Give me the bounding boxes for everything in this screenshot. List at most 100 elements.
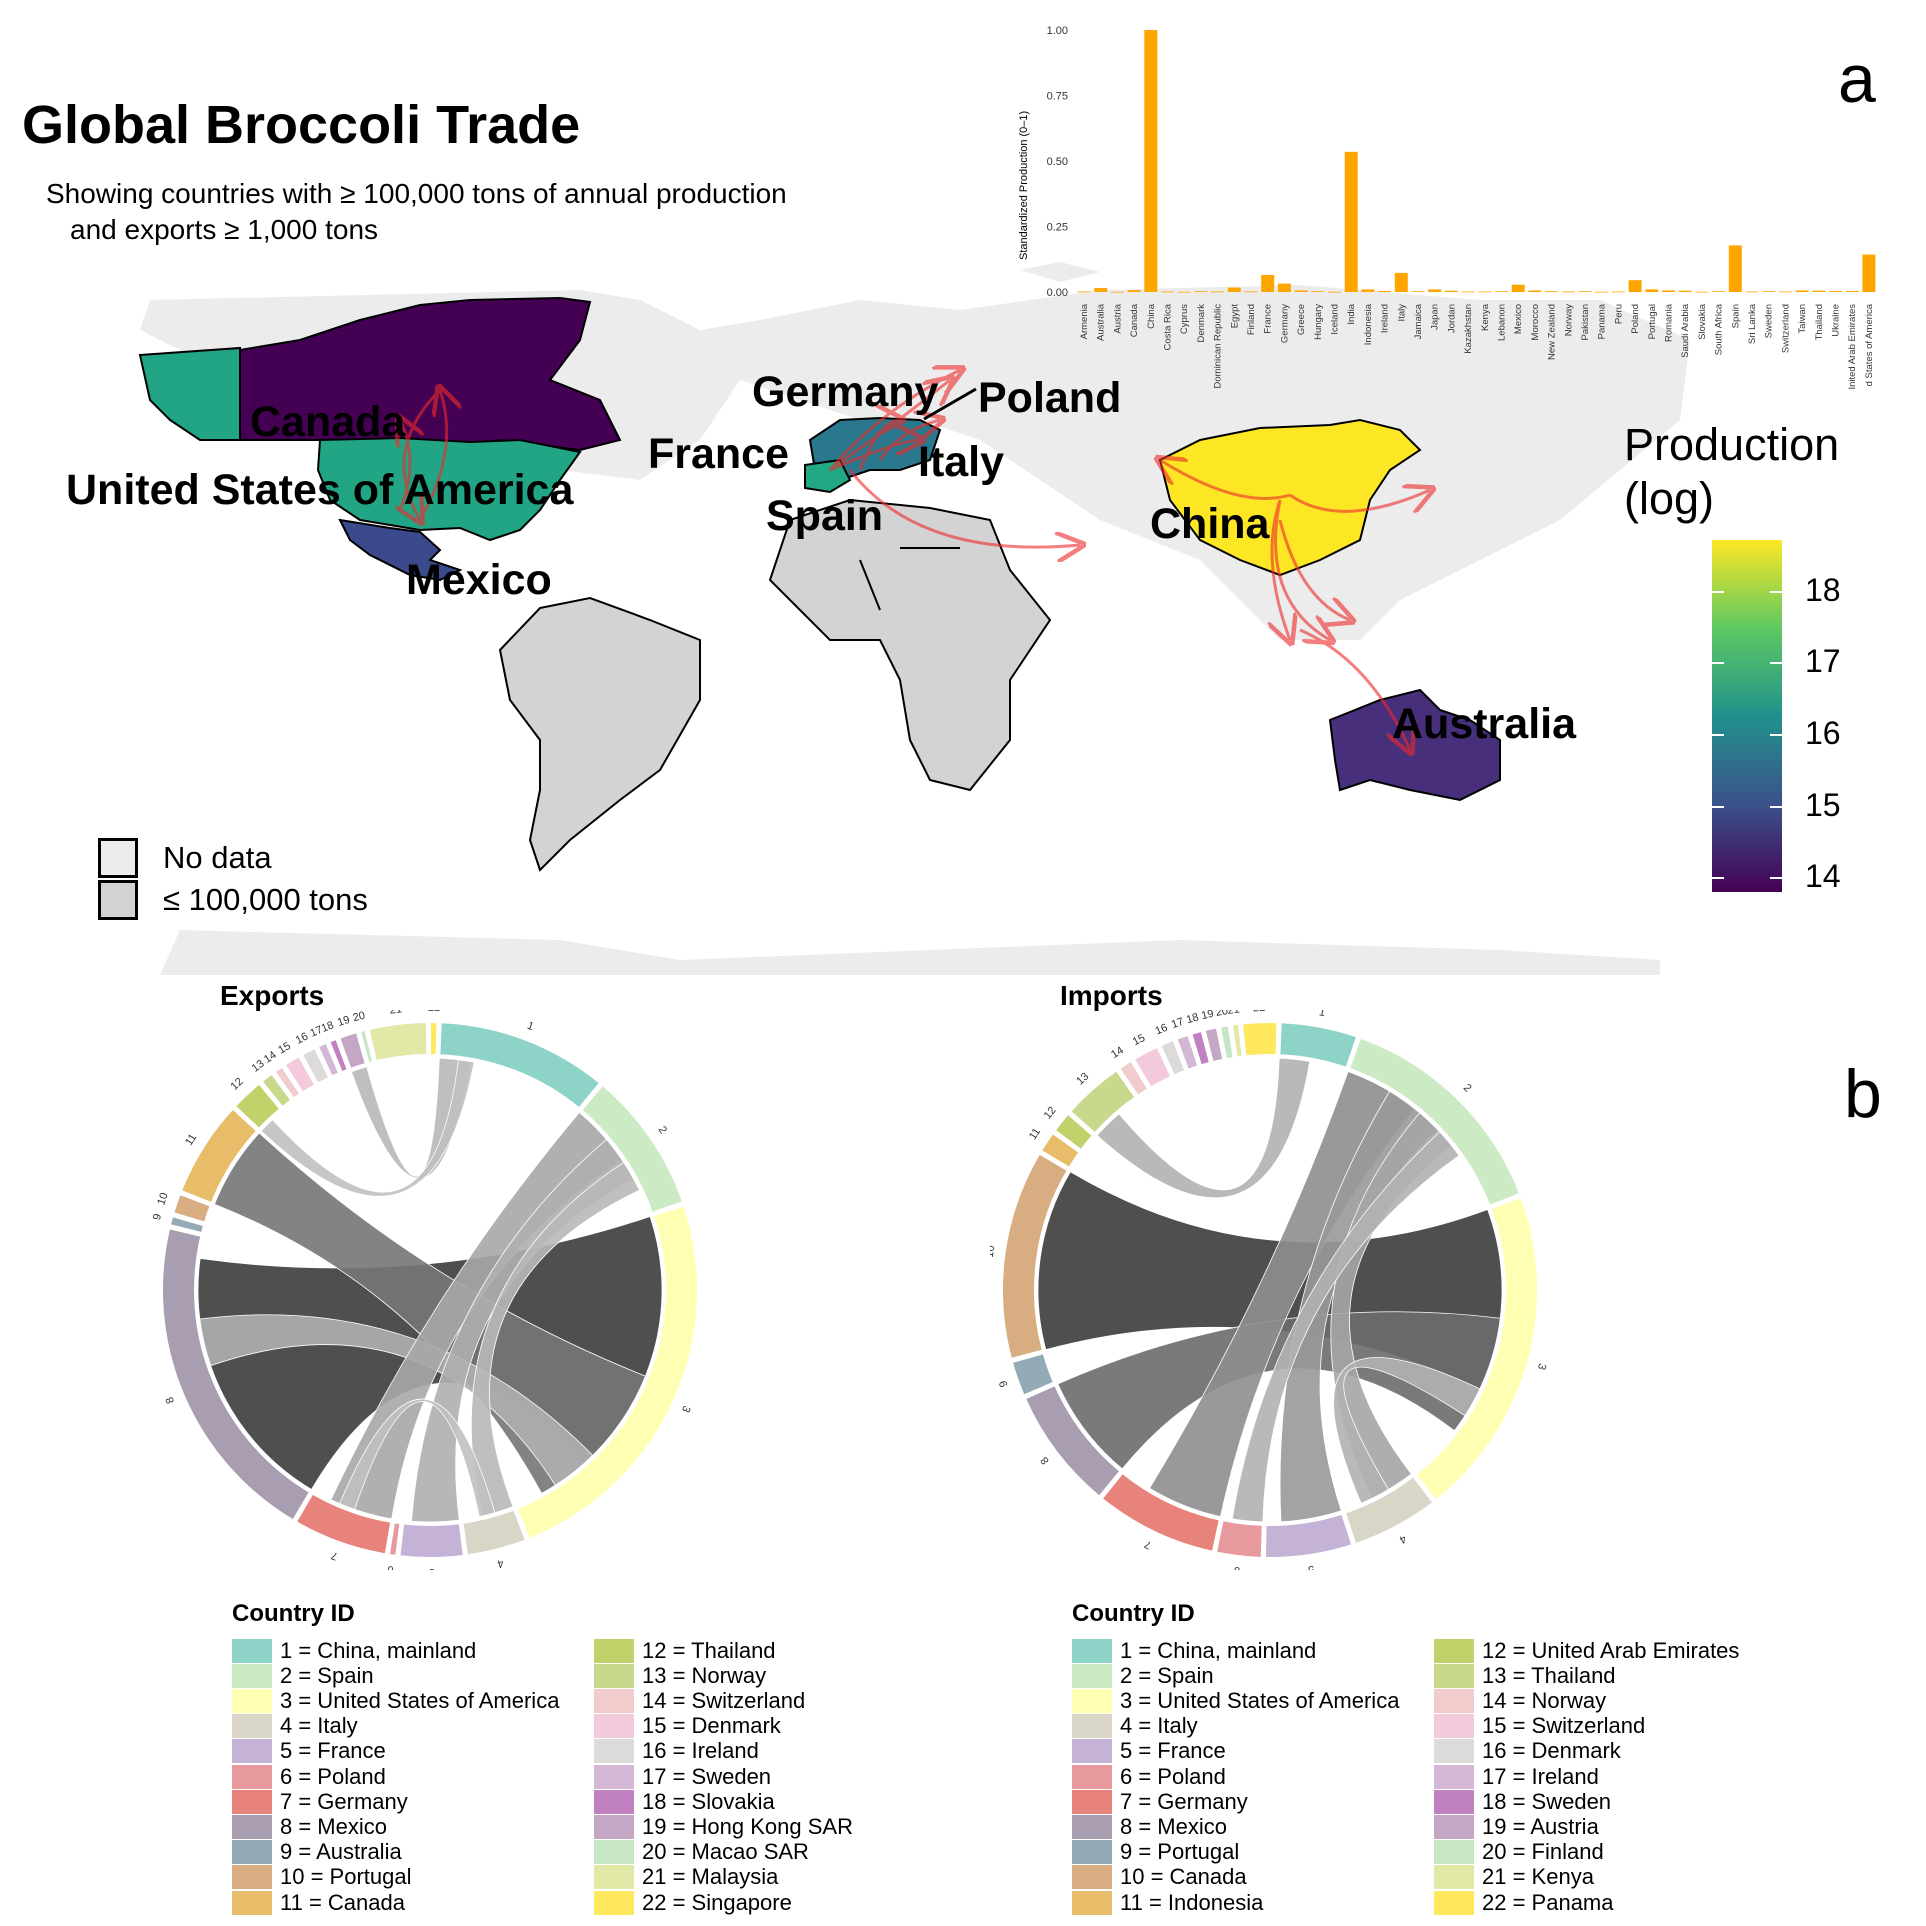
chord-sector-11 [179,1107,259,1205]
bar-chart-x-tick: Switzerland [1780,304,1791,353]
chord-sector-label: 5 [1307,1563,1315,1570]
country-id-item: 14 = Switzerland [594,1688,805,1713]
bar-morocco [1528,290,1542,292]
bar-chart-x-tick: Egypt [1229,304,1240,329]
chord-sector-21 [1230,1022,1244,1059]
country-id-swatch [1434,1840,1474,1865]
country-id-label: 1 = China, mainland [1120,1637,1317,1663]
bar-costa-rica [1161,291,1174,293]
country-id-item: 20 = Finland [1434,1839,1604,1865]
country-id-label: 17 = Sweden [642,1763,772,1789]
country-id-label: 18 = Sweden [1482,1788,1612,1814]
production-legend-title: Production (log) [1624,418,1839,526]
country-id-swatch [232,1764,272,1789]
bar-cyprus [1177,291,1191,293]
chord-sector-label: 17 [1170,1016,1186,1031]
country-id-swatch [1434,1814,1474,1839]
country-id-swatch [1434,1638,1474,1663]
bar-japan [1428,289,1442,292]
bar-finland [1244,291,1258,293]
bar-chart-y-label: Standardized Production (0–1) [1018,111,1030,260]
country-id-swatch [1072,1789,1112,1814]
country-id-swatch [594,1840,634,1865]
chord-sector-8 [161,1227,312,1522]
country-id-item: 18 = Slovakia [594,1789,775,1814]
imports-country-id-title: Country ID [1072,1600,1195,1627]
country-id-item: 13 = Norway [594,1663,766,1688]
bar-chart-x-tick: Canada [1129,303,1140,337]
bar-chart-x-tick: Pakistan [1580,304,1591,340]
chord-sector-label: 1 [1318,1010,1326,1019]
country-id-label: 10 = Portugal [280,1864,412,1890]
bar-indonesia [1361,289,1375,292]
low-production-countries [498,498,1052,872]
country-id-swatch [232,1739,272,1764]
chord-sector-8 [1023,1383,1122,1499]
chord-ribbons [197,1057,663,1523]
country-id-swatch [1072,1840,1112,1865]
map-label-china: China [1150,500,1270,548]
bar-slovakia [1695,291,1709,293]
country-id-item: 8 = Mexico [1072,1814,1227,1839]
country-id-swatch [232,1714,272,1739]
chord-sector-label: 9 [151,1213,164,1222]
country-id-swatch [232,1663,272,1688]
bar-chart-y-tick: 0.50 [1047,156,1068,168]
bar-canada [1127,290,1141,292]
bar-chart-x-tick: Lebanon [1497,304,1508,341]
chord-sector-9 [1010,1351,1056,1397]
chord-sector-label: 1 [525,1020,535,1033]
bar-chart-x-tick: Ireland [1380,304,1391,333]
page-title: Global Broccoli Trade [22,95,581,155]
chord-sector-label: 6 [1233,1564,1240,1570]
country-id-item: 5 = France [1072,1738,1226,1764]
chord-sector-label: 7 [330,1549,340,1562]
bar-chart-x-tick: Saudi Arabia [1680,303,1691,358]
country-id-label: 1 = China, mainland [280,1637,477,1663]
country-id-item: 19 = Hong Kong SAR [594,1814,853,1839]
production-bar-chart: Standardized Production (0–1) 0.00 0.25 0.… [1018,25,1876,390]
bar-chart-x-tick: France [1263,304,1274,334]
chord-sector-label: 22 [1253,1010,1266,1014]
map-label-france: France [648,430,790,478]
no-data-label: No data [163,840,272,875]
bar-new-zealand [1545,291,1559,293]
country-id-item: 1 = China, mainland [1072,1638,1316,1663]
country-id-swatch [594,1688,634,1713]
colorbar-tick-15: 15 [1805,787,1841,823]
chord-sector-label: 4 [496,1557,505,1570]
bar-chart-x-tick: Romania [1664,303,1675,342]
country-id-swatch [594,1663,634,1688]
country-id-item: 10 = Portugal [232,1864,412,1890]
country-id-label: 16 = Ireland [642,1738,759,1764]
chord-sector-label: 8 [164,1395,177,1405]
chord-sector-10 [172,1192,212,1224]
colorbar-tick-17: 17 [1805,643,1841,679]
country-id-swatch [594,1865,634,1890]
country-id-label: 11 = Canada [280,1889,405,1915]
chord-sector-label: 5 [429,1566,435,1570]
bar-chart-x-tick: Kenya [1480,303,1491,331]
colorbar-tick-18: 18 [1805,572,1841,608]
chord-sector-16 [300,1046,331,1085]
bar-chart-x-tick: Ukraine [1831,304,1842,337]
low-production-label: ≤ 100,000 tons [163,882,368,917]
bar-france [1261,274,1275,292]
country-id-swatch [232,1814,272,1839]
bar-lebanon [1495,291,1508,293]
country-id-item: 3 = United States of America [232,1688,559,1713]
chord-sector-16 [1159,1038,1187,1077]
chord-sector-13 [1068,1068,1137,1135]
bar-australia [1094,288,1108,292]
chord-sector-label: 11 [1027,1126,1043,1142]
country-id-item: 1 = China, mainland [232,1638,476,1663]
country-id-item: 13 = Thailand [1434,1663,1616,1688]
country-id-label: 9 = Australia [280,1839,402,1865]
country-id-label: 2 = Spain [1120,1662,1214,1688]
country-id-swatch [1072,1890,1112,1915]
bar-chart-x-tick: Mexico [1513,304,1524,334]
bar-jordan [1444,290,1458,292]
country-id-swatch [594,1638,634,1663]
chord-sector-2 [579,1083,685,1215]
bar-egypt [1227,287,1241,292]
